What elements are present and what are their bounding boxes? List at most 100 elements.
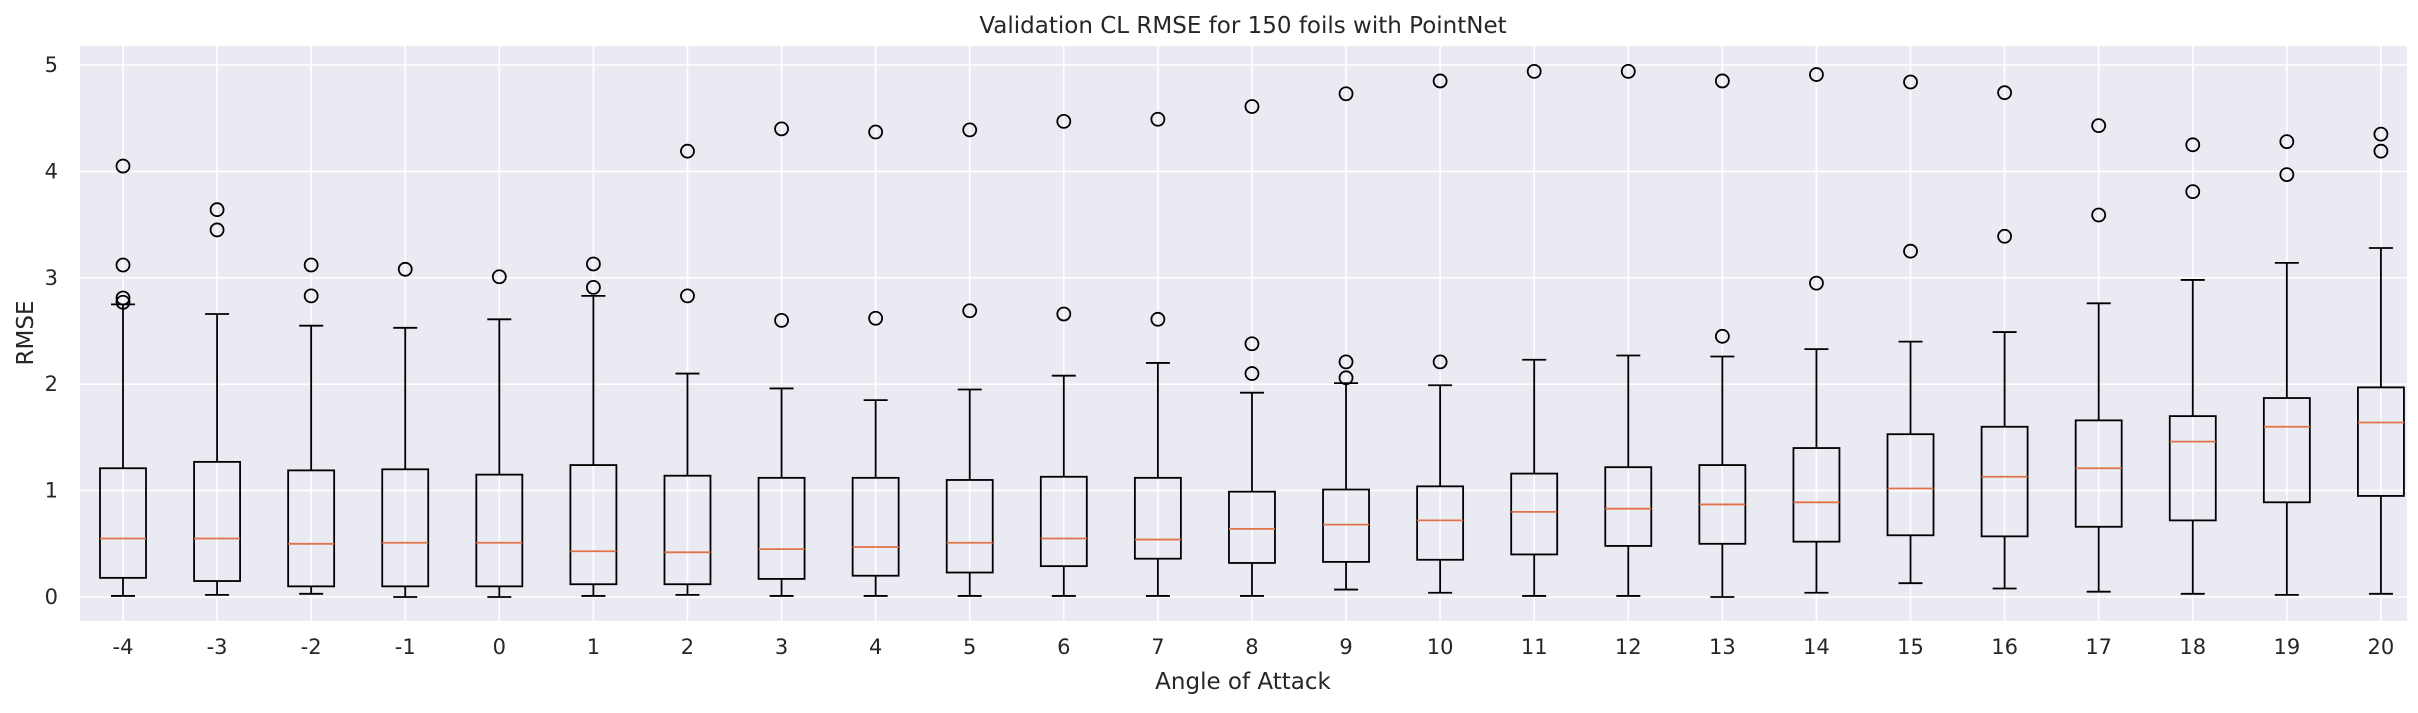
box-iqr	[757, 476, 806, 580]
x-tick-label: 1	[587, 635, 600, 659]
box-iqr	[569, 464, 618, 586]
outlier-point	[586, 279, 601, 295]
outlier-point	[1244, 366, 1260, 381]
box-iqr	[2357, 386, 2405, 497]
box-group	[663, 143, 712, 596]
box-iqr	[1416, 485, 1465, 561]
outlier-point	[1997, 228, 2012, 244]
box-group	[1698, 73, 1747, 598]
box-group	[193, 202, 241, 596]
box-iqr	[99, 467, 147, 579]
box-group	[569, 256, 618, 597]
outlier-point	[868, 310, 884, 326]
outlier-point	[1056, 113, 1072, 129]
box-group	[1416, 73, 1465, 594]
y-tick-label: 4	[45, 159, 58, 183]
outlier-point	[680, 143, 695, 159]
chart-title: Validation CL RMSE for 150 foils with Po…	[979, 13, 1506, 39]
box-group	[1322, 86, 1370, 591]
box-iqr	[381, 468, 430, 588]
box-group	[1604, 63, 1653, 597]
box-iqr	[2074, 419, 2123, 528]
outlier-point	[1432, 354, 1448, 370]
x-tick-label: 5	[963, 635, 976, 659]
x-tick-label: 13	[1709, 635, 1736, 659]
x-tick-label: 14	[1803, 635, 1830, 659]
box-iqr	[1322, 488, 1370, 563]
box-iqr	[945, 479, 994, 574]
x-tick-label: 8	[1245, 635, 1258, 659]
x-tick-label: 10	[1427, 635, 1454, 659]
box-group	[2168, 137, 2217, 595]
box-group	[945, 122, 994, 597]
y-tick-label: 3	[45, 266, 58, 290]
outlier-point	[774, 121, 789, 137]
outlier-point	[115, 294, 131, 310]
box-iqr	[2168, 415, 2217, 522]
outlier-point	[2091, 118, 2107, 134]
outlier-point	[962, 303, 978, 319]
box-group	[381, 261, 430, 598]
outlier-point	[1150, 111, 1166, 127]
box-iqr	[287, 469, 336, 588]
outlier-point	[1056, 306, 1072, 322]
box-group	[1980, 85, 2029, 590]
x-tick-label: -2	[301, 635, 322, 659]
x-tick-label: 0	[493, 635, 506, 659]
y-tick-label: 5	[45, 53, 58, 77]
box-iqr	[1886, 433, 1935, 537]
y-tick-label: 0	[45, 585, 58, 609]
box-iqr	[1510, 472, 1559, 556]
y-axis-label: RMSE	[13, 301, 39, 366]
x-tick-label: 7	[1151, 635, 1164, 659]
outlier-point	[209, 202, 225, 218]
x-tick-label: -1	[395, 635, 416, 659]
box-iqr	[663, 474, 712, 586]
outlier-point	[303, 288, 319, 304]
box-group	[1228, 99, 1276, 597]
box-group	[99, 158, 147, 597]
outlier-point	[491, 269, 507, 285]
box-iqr	[475, 473, 524, 588]
box-iqr	[851, 476, 900, 577]
outlier-point	[1903, 243, 1918, 259]
outlier-point	[2091, 207, 2107, 223]
x-tick-label: -4	[113, 635, 134, 659]
outlier-point	[2373, 126, 2389, 142]
box-iqr	[1039, 475, 1088, 568]
box-group	[1886, 74, 1935, 585]
x-tick-label: 15	[1897, 635, 1924, 659]
outlier-point	[1997, 85, 2012, 101]
outlier-point	[586, 256, 601, 272]
box-group	[1133, 111, 1182, 597]
outlier-point	[2279, 134, 2295, 150]
x-tick-label: -3	[207, 635, 228, 659]
box-group	[1039, 113, 1088, 597]
outlier-point	[1244, 99, 1260, 114]
box-group	[757, 121, 806, 597]
box-group	[475, 269, 524, 598]
box-iqr	[1792, 447, 1841, 543]
plot-area-background	[80, 46, 2407, 621]
box-group	[2357, 126, 2405, 595]
outlier-point	[1338, 370, 1354, 386]
box-iqr	[1228, 490, 1276, 564]
x-tick-label: 11	[1521, 635, 1548, 659]
outlier-point	[115, 158, 131, 174]
box-group	[1510, 63, 1559, 597]
outlier-point	[2279, 167, 2295, 182]
x-tick-label: 12	[1615, 635, 1642, 659]
outlier-point	[1244, 336, 1260, 352]
outlier-point	[1903, 74, 1918, 90]
y-tick-label: 1	[45, 479, 58, 503]
outlier-point	[1526, 63, 1542, 79]
x-axis-label: Angle of Attack	[1155, 669, 1331, 695]
outlier-point	[1714, 73, 1730, 89]
outlier-point	[868, 124, 884, 140]
x-tick-label: 9	[1339, 635, 1352, 659]
outlier-point	[774, 312, 789, 328]
outlier-point	[1338, 354, 1354, 370]
outlier-point	[397, 261, 413, 277]
